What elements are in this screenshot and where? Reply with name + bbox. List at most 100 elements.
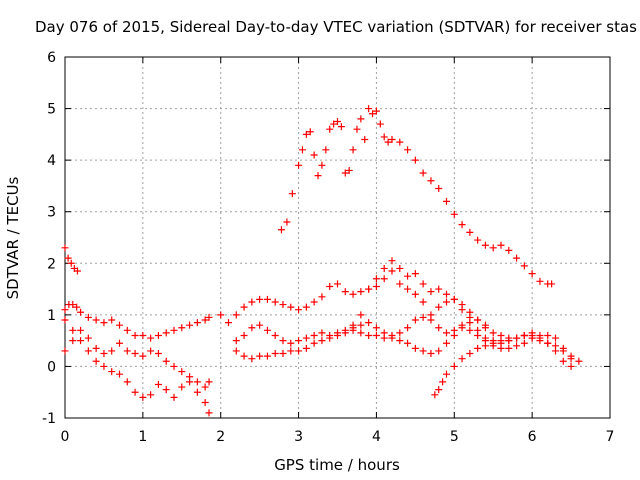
data-point (201, 399, 209, 407)
data-point (310, 339, 318, 347)
data-point (489, 329, 497, 337)
data-point (466, 350, 474, 358)
data-point (458, 221, 466, 229)
y-tick-label: 4 (47, 153, 56, 169)
data-point (489, 339, 497, 347)
data-point (435, 324, 443, 332)
data-point (548, 280, 556, 288)
data-point (520, 339, 528, 347)
data-point (458, 355, 466, 363)
series-dawn-upper (61, 301, 213, 342)
data-point (232, 311, 240, 319)
data-point (302, 130, 310, 138)
data-point (108, 316, 116, 324)
series-low-arc (232, 321, 575, 360)
data-point (334, 331, 341, 339)
data-point (435, 303, 443, 311)
data-point (77, 337, 85, 345)
data-point (361, 136, 369, 144)
data-point (443, 329, 450, 337)
data-point (178, 324, 186, 332)
y-tick-label: 2 (47, 256, 56, 272)
data-point (232, 337, 240, 345)
data-point (310, 151, 318, 159)
data-point (154, 331, 162, 339)
data-point (295, 161, 303, 169)
data-point (326, 331, 334, 339)
data-point (345, 166, 353, 174)
data-point (419, 280, 427, 288)
data-point (67, 259, 75, 267)
data-point (443, 339, 450, 347)
data-point (178, 368, 186, 376)
data-point (69, 337, 77, 345)
data-point (279, 350, 287, 358)
series-dawn-middle (61, 326, 213, 391)
data-point (162, 386, 170, 394)
data-point (288, 190, 296, 198)
data-point (388, 136, 396, 144)
data-point (466, 228, 474, 236)
data-point (513, 334, 521, 342)
x-tick-label: 6 (528, 429, 537, 445)
data-point (443, 290, 450, 298)
data-point (411, 316, 419, 324)
data-point (388, 267, 396, 275)
data-point (552, 347, 559, 355)
data-point (108, 368, 116, 376)
data-point (186, 321, 194, 329)
data-point (318, 293, 326, 301)
data-point (474, 316, 482, 324)
data-point (431, 391, 439, 399)
data-point (536, 331, 544, 339)
data-point (337, 123, 345, 131)
data-point (263, 352, 271, 360)
data-point (100, 362, 108, 370)
data-point (552, 334, 559, 342)
data-point (474, 344, 482, 352)
data-point (170, 393, 178, 401)
x-tick-label: 3 (294, 429, 303, 445)
data-point (575, 357, 583, 365)
data-point (334, 117, 341, 125)
grid-lines (65, 57, 610, 418)
data-point (513, 254, 521, 262)
data-point (69, 326, 77, 334)
data-point (193, 388, 201, 396)
data-point (217, 311, 225, 319)
y-tick-label: -1 (42, 411, 56, 427)
data-point (372, 282, 380, 290)
data-point (427, 316, 435, 324)
data-point (353, 125, 361, 133)
data-point (396, 264, 404, 272)
data-point (357, 115, 365, 123)
data-point (520, 331, 528, 339)
data-point (411, 156, 419, 164)
data-point (84, 334, 92, 342)
data-point (123, 347, 131, 355)
data-point (419, 169, 427, 177)
data-point (567, 352, 575, 360)
data-point (77, 308, 85, 316)
data-point (248, 324, 256, 332)
data-point (100, 350, 108, 358)
data-point (450, 210, 458, 218)
data-point (372, 275, 380, 283)
data-point (256, 321, 264, 329)
data-point (497, 337, 505, 345)
data-point (283, 218, 291, 226)
data-point (73, 303, 81, 311)
data-point (450, 331, 458, 339)
data-point (306, 128, 314, 136)
x-axis-label: GPS time / hours (274, 456, 400, 474)
data-point (279, 337, 287, 345)
data-point (131, 331, 139, 339)
data-point (435, 185, 443, 193)
data-point (178, 383, 186, 391)
data-point (310, 298, 318, 306)
data-point (513, 342, 521, 350)
data-point (240, 331, 248, 339)
data-points (61, 105, 583, 417)
data-point (123, 378, 131, 386)
data-point (380, 334, 388, 342)
